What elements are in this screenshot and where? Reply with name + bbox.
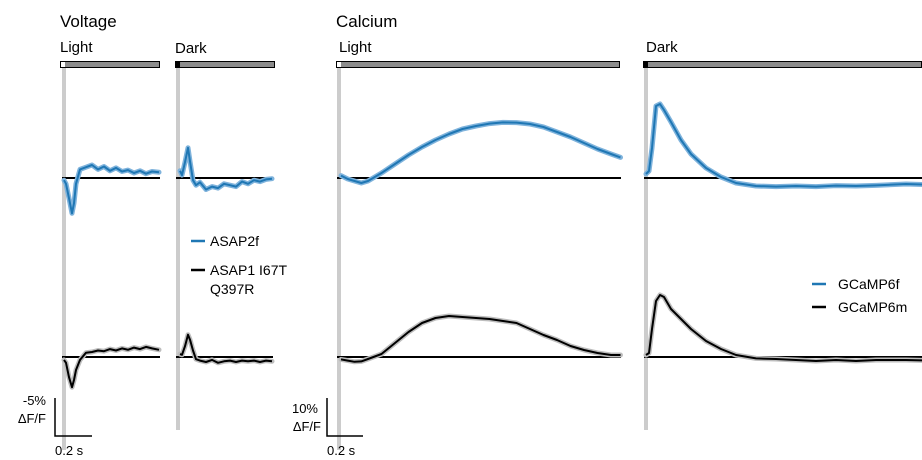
baselines — [62, 178, 922, 357]
calcium-light-gcamp6f-error-band — [341, 122, 621, 183]
legend-label-asap1: ASAP1 I67T — [210, 262, 287, 278]
voltage-title: Voltage — [60, 12, 117, 31]
onset-line-calcium-light — [337, 68, 341, 450]
stim-bar-calcium-light — [337, 62, 620, 68]
stim-onset-voltage-light — [61, 62, 65, 67]
voltage-legend: ASAP2f ASAP1 I67T Q397R — [191, 233, 287, 297]
voltage-scale-bar: -5% ΔF/F 0.2 s — [18, 393, 92, 458]
voltage-dark-label: Dark — [175, 40, 207, 57]
calcium-dark-label: Dark — [646, 39, 678, 56]
voltage-scale-x-label: 0.2 s — [55, 443, 84, 458]
calcium-scale-bar: 10% ΔF/F 0.2 s — [292, 398, 363, 458]
voltage-light-label: Light — [60, 39, 93, 56]
calcium-dark-gcamp6f-error-band — [646, 104, 922, 187]
calcium-scale-y-unit: ΔF/F — [293, 419, 321, 434]
calcium-scale-x-label: 0.2 s — [327, 443, 356, 458]
stim-onset-calcium-light — [337, 62, 341, 67]
onset-line-voltage-light — [62, 68, 66, 450]
legend-label-gcamp6f: GCaMP6f — [838, 276, 900, 292]
stim-bar-voltage-dark — [176, 62, 275, 68]
onset-line-calcium-dark — [644, 68, 648, 430]
traces — [64, 104, 922, 387]
onset-lines — [62, 68, 648, 450]
onset-line-voltage-dark — [176, 68, 180, 430]
legend-label-gcamp6m: GCaMP6m — [838, 299, 907, 315]
voltage-scale-y-value: -5% — [23, 393, 47, 408]
calcium-title: Calcium — [336, 12, 397, 31]
calcium-legend: GCaMP6f GCaMP6m — [812, 276, 907, 315]
stim-onset-voltage-dark — [176, 62, 180, 67]
calcium-light-gcamp6m-error-band — [341, 316, 621, 362]
legend-label-asap2f: ASAP2f — [210, 233, 259, 249]
voltage-scale-y-unit: ΔF/F — [18, 411, 46, 426]
calcium-scale-bar-lines — [327, 398, 363, 436]
calcium-scale-y-value: 10% — [292, 401, 318, 416]
voltage-scale-bar-lines — [55, 398, 92, 436]
stim-bar-voltage-light — [61, 62, 160, 68]
voltage-light-asap1-i67t-q397r-error-band — [64, 347, 159, 387]
calcium-light-label: Light — [339, 39, 372, 56]
stim-onset-calcium-dark — [644, 62, 648, 67]
stimulus-bars — [61, 62, 922, 68]
voltage-dark-asap1-i67t-q397r-error-band — [180, 335, 272, 363]
legend-label-asap1-line2: Q397R — [210, 281, 254, 297]
stim-bar-calcium-dark — [644, 62, 922, 68]
